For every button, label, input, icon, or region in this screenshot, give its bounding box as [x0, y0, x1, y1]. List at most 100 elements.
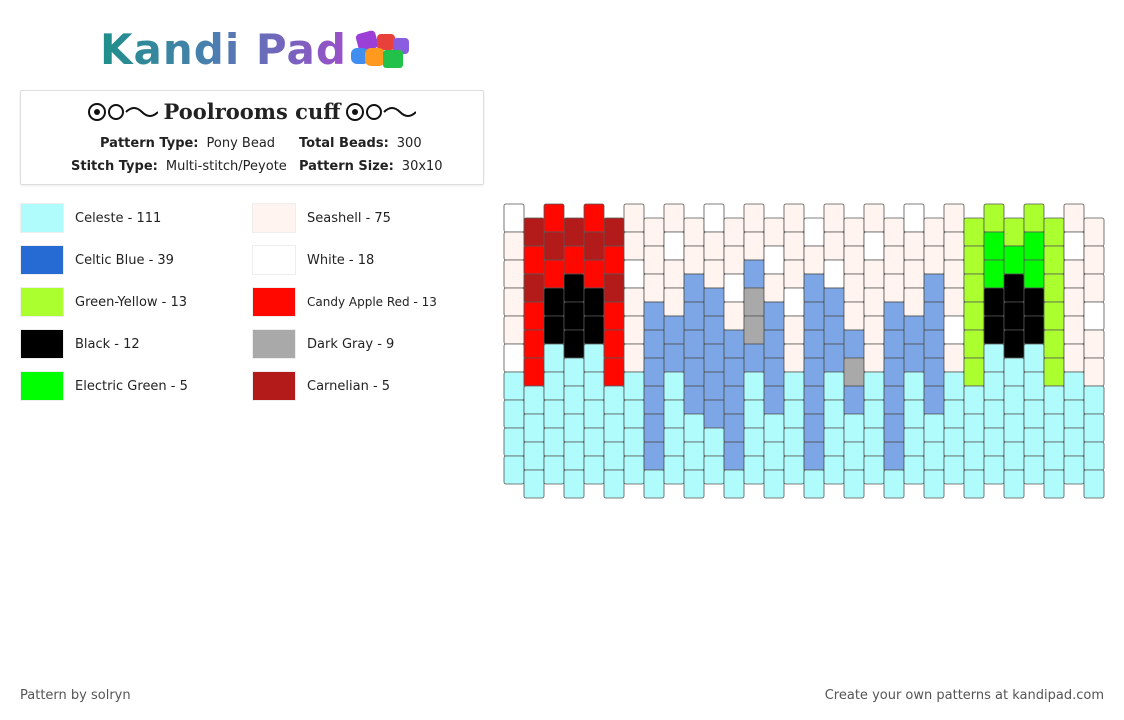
bead [943, 455, 965, 485]
bead [523, 217, 545, 247]
bead [763, 217, 785, 247]
bead [1003, 245, 1025, 275]
bead [623, 455, 645, 485]
bead [963, 245, 985, 275]
bead [623, 315, 645, 345]
bead [903, 259, 925, 289]
bead [763, 329, 785, 359]
bead [603, 441, 625, 471]
bead [763, 469, 785, 499]
bead-pattern [503, 203, 1105, 499]
bead [703, 427, 725, 457]
legend-item: Celeste - 111 [20, 203, 161, 233]
bead [963, 357, 985, 387]
bead [903, 231, 925, 261]
legend-item: Candy Apple Red - 13 [252, 287, 437, 317]
bead [543, 287, 565, 317]
legend-item: Green-Yellow - 13 [20, 287, 187, 317]
field-label: Total Beads: [299, 136, 389, 151]
bead [1043, 357, 1065, 387]
legend-swatch [252, 371, 296, 401]
bead [1043, 301, 1065, 331]
legend-swatch [252, 245, 296, 275]
bead [843, 413, 865, 443]
bead [923, 385, 945, 415]
bead [703, 455, 725, 485]
bead [983, 203, 1005, 233]
bead [563, 413, 585, 443]
bead [623, 287, 645, 317]
bead [823, 455, 845, 485]
bead [883, 301, 905, 331]
bead [583, 203, 605, 233]
bead [643, 301, 665, 331]
bead [643, 273, 665, 303]
bead [563, 469, 585, 499]
bead [783, 259, 805, 289]
bead [923, 217, 945, 247]
bead [583, 455, 605, 485]
bead [523, 329, 545, 359]
bead [723, 441, 745, 471]
bead [503, 399, 525, 429]
bead [583, 259, 605, 289]
footer-link[interactable]: Create your own patterns at kandipad.com [824, 688, 1104, 703]
field: Pattern Size: 30x10 [299, 159, 443, 174]
bead [963, 273, 985, 303]
footer-credit: Pattern by solryn [20, 688, 131, 703]
bead [583, 231, 605, 261]
bead [603, 273, 625, 303]
bead [1023, 287, 1045, 317]
bead [1023, 371, 1045, 401]
bead [983, 455, 1005, 485]
bead [1063, 287, 1085, 317]
bead [763, 413, 785, 443]
bead [863, 287, 885, 317]
bead [1043, 329, 1065, 359]
bead [963, 413, 985, 443]
bead [1023, 203, 1045, 233]
bead [503, 315, 525, 345]
field-label: Pattern Type: [100, 136, 199, 151]
bead [743, 203, 765, 233]
bead [743, 399, 765, 429]
bead [903, 343, 925, 373]
bead [983, 315, 1005, 345]
bead [623, 371, 645, 401]
bead [623, 259, 645, 289]
field: Stitch Type: Multi-stitch/Peyote [71, 159, 287, 174]
field: Total Beads: 300 [299, 136, 422, 151]
bead [903, 315, 925, 345]
bead [963, 469, 985, 499]
bead [843, 329, 865, 359]
logo[interactable]: Kandi Pad [100, 24, 427, 74]
bead [943, 371, 965, 401]
legend-label: Black - 12 [75, 336, 140, 352]
bead [663, 343, 685, 373]
bead [663, 455, 685, 485]
legend-item: White - 18 [252, 245, 374, 275]
legend-label: Seashell - 75 [307, 210, 391, 226]
bead [683, 385, 705, 415]
bead [863, 259, 885, 289]
bead [503, 455, 525, 485]
bead [703, 231, 725, 261]
bead [863, 343, 885, 373]
bead [643, 469, 665, 499]
bead [1003, 441, 1025, 471]
bead [743, 427, 765, 457]
bead [683, 245, 705, 275]
bead [503, 203, 525, 233]
bead [823, 259, 845, 289]
bead [843, 245, 865, 275]
field-value: Multi-stitch/Peyote [165, 159, 287, 174]
bead [823, 287, 845, 317]
bead [1023, 455, 1045, 485]
bead [723, 329, 745, 359]
bead [983, 343, 1005, 373]
bead [703, 259, 725, 289]
bead [1003, 385, 1025, 415]
bead [503, 427, 525, 457]
bead [963, 217, 985, 247]
bead [903, 203, 925, 233]
